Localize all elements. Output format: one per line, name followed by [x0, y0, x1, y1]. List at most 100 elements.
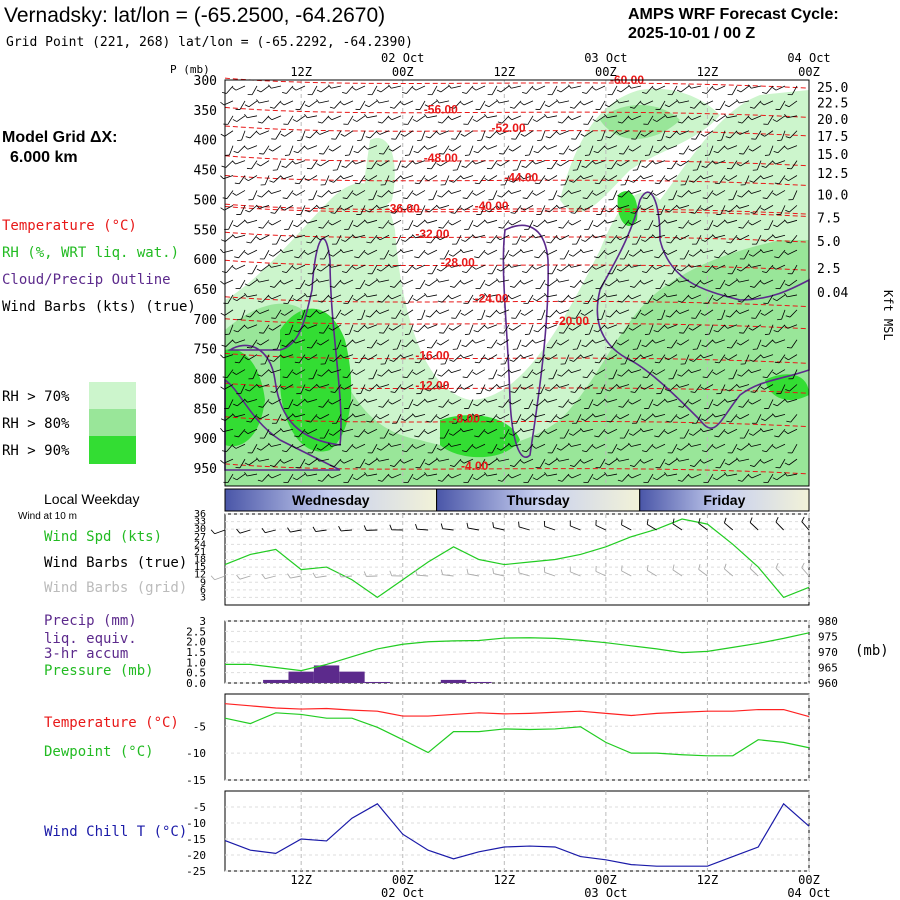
wind-barb [654, 354, 666, 364]
wind-barb [448, 190, 462, 194]
wind-barb [425, 205, 438, 213]
wind-barb [556, 413, 570, 420]
wind-barb [329, 100, 342, 109]
wind-barb [364, 279, 378, 287]
wind-barb [484, 472, 498, 477]
isotherm-line [224, 206, 810, 218]
wind-barb [244, 113, 258, 119]
wind-barb [304, 113, 318, 119]
rh-shade-2 [364, 138, 395, 206]
wind-barb [357, 130, 366, 142]
wind-barb [220, 309, 234, 316]
wind-barb [236, 205, 246, 215]
wind-barb [280, 205, 294, 211]
wind-barb [787, 264, 798, 275]
wind-barb [389, 458, 402, 467]
surface-wind-barb-grid [492, 568, 505, 577]
wind-barb [604, 354, 618, 361]
wind-barb [376, 413, 390, 420]
wind-barb [580, 130, 594, 137]
wind-barb [702, 369, 714, 379]
wind-barb [762, 443, 774, 453]
wind-barb [534, 354, 546, 364]
wind-barb [448, 428, 462, 436]
wind-barb [544, 145, 558, 150]
wind-barb [664, 398, 678, 403]
wind-barb [631, 130, 642, 140]
wind-barb [760, 309, 774, 316]
wind-barb [593, 220, 606, 228]
wind-barb [724, 175, 738, 182]
legend-cloud-outline: Cloud/Precip Outline [2, 272, 171, 288]
wind-barb [484, 113, 498, 119]
wind-barb [484, 293, 498, 298]
height-tick-label: 22.5 [817, 97, 848, 112]
wind-barb [328, 473, 342, 479]
wind-barb [472, 115, 486, 122]
wind-barb [283, 473, 294, 484]
legend-rh: RH (%, WRT liq. wat.) [2, 245, 179, 261]
wind-barb [520, 428, 534, 433]
wind-barb [388, 219, 402, 226]
legend-rh80-label: RH > 80% [2, 416, 70, 432]
wind-barb [676, 264, 690, 272]
wind-barb [461, 160, 474, 168]
wind-barb [224, 324, 234, 335]
wind-barb [259, 324, 270, 334]
wind-barb [547, 85, 558, 96]
wind-barb [472, 190, 486, 196]
wind-barb [556, 160, 570, 167]
wind-barb [559, 249, 570, 260]
wind-barb [271, 414, 282, 424]
wind-barb [640, 279, 654, 285]
surface-wind-barb-grid [312, 572, 327, 578]
wind-barb [582, 443, 594, 453]
wind-barb [355, 100, 366, 110]
wind-barb [665, 205, 678, 213]
wind-barb [775, 279, 786, 290]
wind-barb [391, 309, 402, 319]
wind-barb [436, 413, 450, 420]
wind-barb [244, 458, 258, 466]
wind-barb [642, 369, 654, 379]
wind-barb [233, 324, 246, 333]
wind-barb [462, 85, 474, 94]
wind-barb [749, 458, 762, 467]
wind-barb [544, 472, 558, 477]
wind-barb [736, 278, 750, 283]
wind-barb [522, 85, 534, 94]
wind-barb [464, 324, 474, 335]
wind-barb [537, 309, 546, 321]
wind-barb [352, 339, 366, 344]
wind-barb [703, 294, 714, 304]
wind-barb [752, 339, 762, 350]
wind-barb [484, 249, 498, 255]
wind-barb [424, 219, 438, 224]
wind-barb [568, 294, 582, 300]
wind-barb [268, 84, 282, 89]
wind-barb [772, 190, 786, 196]
wind-barb [282, 190, 294, 199]
wind-barb [628, 249, 642, 257]
wind-barb [448, 399, 462, 405]
cross-section-frame [224, 79, 810, 487]
wind-barb [391, 130, 402, 140]
top-hour-label: 00Z [392, 65, 414, 79]
wind-barb [496, 160, 510, 167]
wind-barb [388, 428, 402, 436]
wind-barb [357, 309, 366, 321]
wind-barb [511, 130, 522, 140]
wind-barb [748, 249, 762, 257]
surface-wind-barb-grid [210, 575, 226, 581]
wind-barb [724, 100, 738, 108]
wind-barb [272, 160, 282, 171]
wind-barb [496, 85, 510, 93]
wind-barb [545, 205, 558, 213]
wind-barb [320, 354, 330, 365]
wind-barb [232, 413, 246, 418]
wind-barb [499, 145, 510, 155]
wind-barb [269, 175, 282, 183]
wind-tick-label: 18 [194, 555, 206, 566]
wind-barb [340, 205, 354, 211]
wind-barb [619, 145, 630, 155]
